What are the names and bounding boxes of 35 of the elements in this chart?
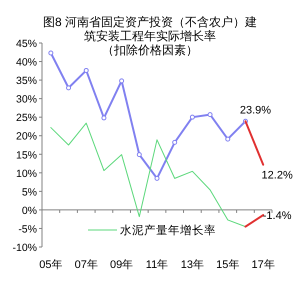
- y-tick-label: -10%: [12, 242, 37, 254]
- y-tick-label: 15%: [16, 149, 37, 162]
- chart-title: 图8 河南省固定资产投资（不含农户）建筑安装工程年实际增长率: [42, 15, 258, 43]
- y-tick-label: 30%: [16, 94, 37, 106]
- point: [136, 152, 142, 158]
- point: [190, 114, 195, 120]
- x-tick-label: 17年: [252, 259, 275, 271]
- y-tick-label: 25%: [16, 112, 37, 124]
- legend-label: 水泥产量年增长率: [120, 223, 216, 237]
- point: [84, 68, 89, 73]
- point: [119, 78, 124, 84]
- x-tick-label: 07年: [74, 259, 98, 271]
- y-tick-label: 0%: [22, 204, 37, 217]
- data-label: 23.9%: [240, 104, 272, 116]
- y-tick-label: -5%: [18, 223, 37, 236]
- point: [172, 140, 178, 145]
- data-label: 12.2%: [262, 170, 293, 182]
- y-tick-label: 45%: [16, 38, 37, 50]
- x-tick-label: 11年: [146, 259, 168, 271]
- y-tick-label: 10%: [16, 168, 37, 180]
- point: [154, 176, 160, 181]
- point: [66, 85, 72, 90]
- x-tick-label: 09年: [110, 259, 134, 271]
- point: [208, 112, 213, 118]
- y-tick-label: 40%: [16, 56, 37, 69]
- point: [48, 50, 54, 56]
- x-tick-label: 05年: [39, 259, 62, 271]
- data-label: -1.4%: [262, 210, 292, 222]
- point: [225, 136, 230, 142]
- y-tick-label: 20%: [16, 130, 37, 143]
- y-tick-label: 5%: [22, 186, 37, 198]
- x-tick-label: 15年: [216, 259, 240, 271]
- chart-subtitle: （扣除价格因素）: [102, 43, 198, 57]
- y-tick-label: 35%: [16, 75, 37, 88]
- x-tick-label: 13年: [180, 259, 204, 271]
